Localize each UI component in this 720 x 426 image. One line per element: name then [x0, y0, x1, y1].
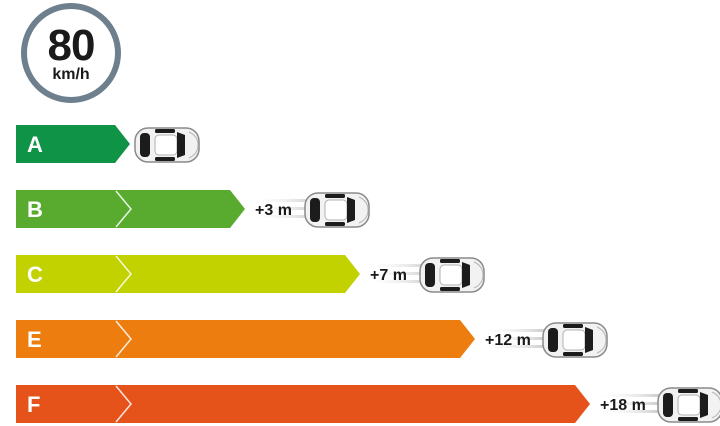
grade-letter: F: [27, 392, 40, 417]
car-top-view-icon: [542, 322, 608, 358]
motion-line: [364, 264, 429, 267]
grade-bar: [16, 385, 590, 423]
distance-label: +18 m: [600, 397, 646, 414]
grade-letter: C: [27, 262, 43, 287]
motion-line: [594, 394, 659, 397]
motion-line: [479, 329, 544, 332]
grade-row-e: E +12 m: [16, 320, 608, 358]
grade-row-c: C +7 m: [16, 255, 485, 293]
motion-line: [364, 272, 429, 275]
car-top-view-icon: [657, 387, 720, 423]
motion-line: [479, 337, 544, 340]
grade-bar: [16, 255, 360, 293]
grade-bar: [16, 320, 475, 358]
speed-unit: km/h: [52, 66, 90, 83]
motion-line: [249, 199, 314, 202]
motion-line: [594, 402, 659, 405]
grade-row-a: A: [16, 125, 200, 163]
motion-line: [249, 207, 314, 210]
distance-label: +7 m: [370, 267, 407, 284]
grade-bar: [16, 125, 130, 163]
motion-line: [249, 215, 314, 218]
chevron-divider: [115, 190, 132, 228]
grade-row-b: B +3 m: [16, 190, 370, 228]
car-top-view-icon: [419, 257, 485, 293]
grade-letter: E: [27, 327, 42, 352]
grade-letter: B: [27, 197, 43, 222]
grade-letter: A: [27, 132, 43, 157]
motion-line: [479, 345, 544, 348]
grade-row-f: F +18 m: [16, 385, 720, 423]
motion-line: [364, 280, 429, 283]
car-top-view-icon: [134, 127, 200, 163]
chevron-divider: [115, 255, 132, 293]
car-top-view-icon: [304, 192, 370, 228]
speed-limit-sign: 80 km/h: [21, 3, 121, 103]
distance-label: +3 m: [255, 202, 292, 219]
speed-value: 80: [47, 21, 96, 70]
motion-line: [594, 410, 659, 413]
chevron-divider: [115, 320, 132, 358]
distance-label: +12 m: [485, 332, 531, 349]
chevron-divider: [115, 385, 132, 423]
